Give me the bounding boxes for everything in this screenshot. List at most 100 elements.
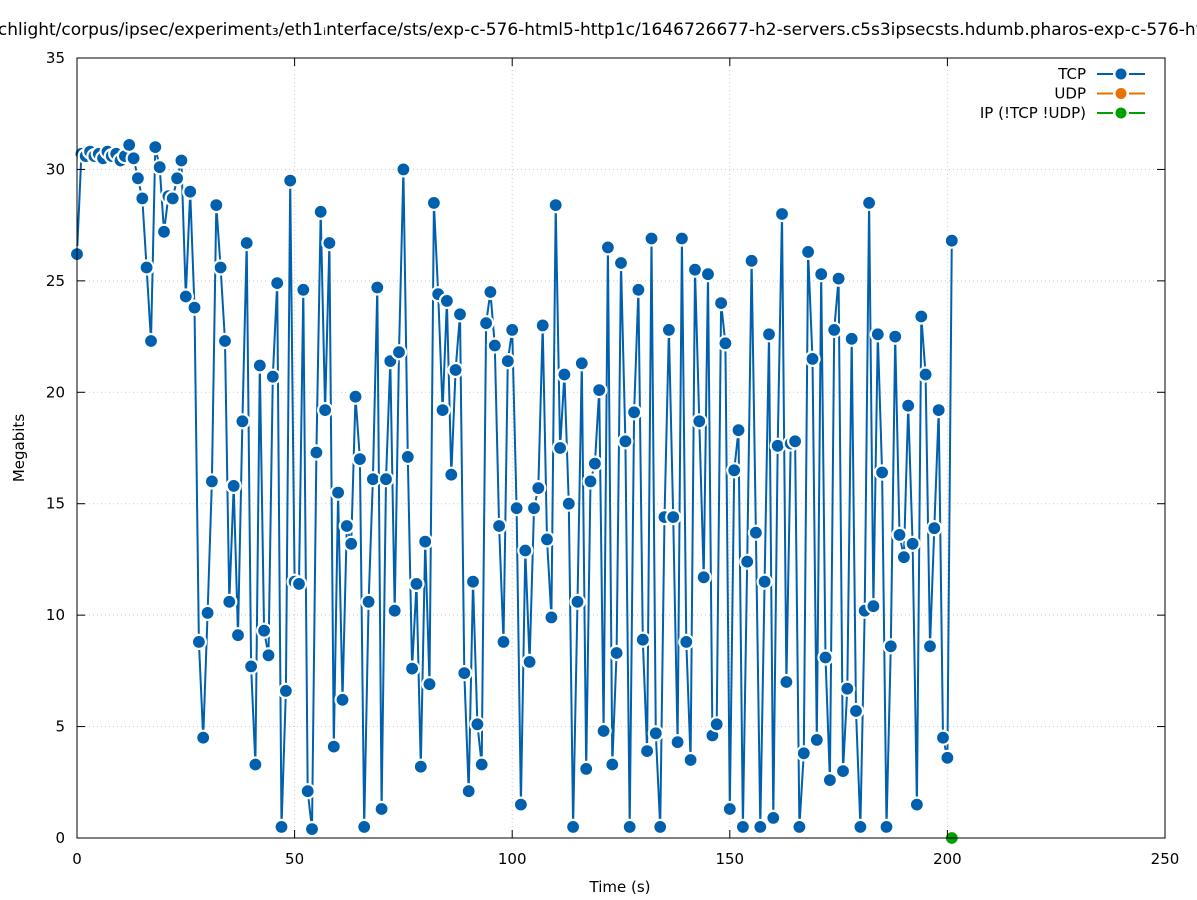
data-point [486,337,503,354]
x-tick-label: 0 [72,850,82,868]
data-point [765,809,782,827]
data-point [865,598,882,615]
data-point [869,326,886,343]
data-point [351,451,368,468]
data-point [873,464,891,481]
data-point [121,136,138,153]
data-point [634,631,651,648]
data-point [691,413,708,430]
data-point [369,279,386,296]
data-point [834,762,852,780]
data-point [451,306,469,323]
data-point [939,749,956,766]
data-point [512,796,530,813]
data-point [155,223,173,240]
data-point [556,366,573,383]
data-point [900,397,917,414]
data-point [377,471,395,488]
data-point [256,622,273,639]
legend-label: UDP [1054,85,1086,103]
data-point [386,602,403,619]
data-point [808,731,825,749]
data-point [125,150,142,167]
data-point [308,444,325,461]
data-point [177,288,194,305]
data-point [495,633,512,651]
data-point [312,203,329,220]
data-point [913,308,930,325]
data-point [747,524,765,541]
data-point [434,402,451,419]
legend-marker [1115,107,1127,119]
data-point [208,197,225,214]
data-point [830,270,847,287]
data-point [443,466,460,483]
data-point [617,433,634,450]
data-point [295,281,312,298]
data-point [804,350,821,367]
data-point [473,756,490,773]
data-point [917,366,934,383]
data-point [686,261,704,278]
data-point [660,321,678,338]
x-tick-label: 200 [933,850,962,868]
data-point [269,275,286,292]
data-point [891,526,908,544]
data-point [203,473,220,490]
data-point [608,644,625,662]
data-point [273,818,290,836]
legend-label: IP (!TCP !UDP) [980,104,1086,122]
x-tick-label: 50 [285,850,304,868]
data-point [134,190,151,207]
data-point [538,531,556,548]
data-point [860,194,878,211]
y-axis-label: Megabits [10,414,28,482]
data-point [717,335,734,352]
data-point [743,252,760,269]
data-point [551,439,569,457]
data-point [669,734,686,751]
x-tick-label: 250 [1151,850,1180,868]
data-point [277,682,294,700]
series-layer [68,136,960,847]
data-point [643,230,660,247]
data-point [786,433,804,450]
data-point [195,729,212,746]
data-point [364,471,381,488]
data-point [404,660,421,677]
data-point [399,448,416,465]
data-point [547,197,564,214]
data-point [169,170,186,187]
data-point [151,159,168,176]
data-point [469,716,486,733]
data-point [573,355,590,372]
data-point [543,609,560,626]
data-point [586,455,604,472]
data-point [908,796,926,813]
y-tick-label: 0 [55,829,65,847]
chart-title: searchlight/corpus/ipsec/experiment₃/eth… [0,20,1197,40]
data-point [734,818,752,836]
data-point [321,234,338,252]
data-point [826,321,843,338]
data-point [930,402,947,419]
data-point [456,664,473,682]
data-point [412,758,429,775]
data-point [604,756,621,773]
data-point [247,756,264,773]
data-point [186,299,203,316]
data-point [612,254,630,272]
data-point [595,722,612,740]
data-point [769,437,786,454]
data-point [678,633,695,651]
data-point [569,593,586,610]
data-point [752,818,769,836]
data-point [303,820,321,838]
data-point [482,283,499,301]
y-tick-label: 15 [46,495,65,513]
data-point [921,638,939,655]
data-point [521,653,538,671]
data-point [317,402,334,419]
data-point [625,404,643,421]
data-point [839,680,856,697]
